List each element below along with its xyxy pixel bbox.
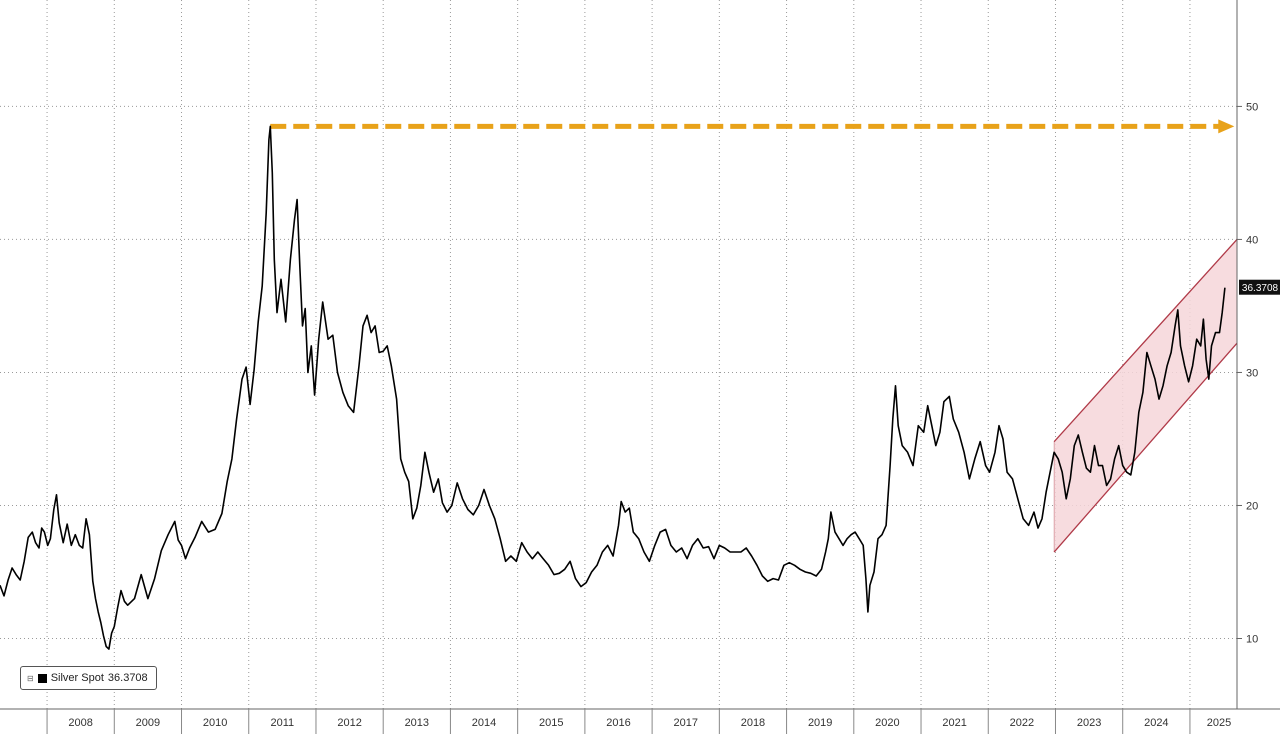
x-tick-label: 2018 bbox=[741, 717, 765, 729]
x-tick-label: 2009 bbox=[136, 717, 160, 729]
x-tick-label: 2015 bbox=[539, 717, 563, 729]
legend-collapse-icon[interactable]: ⊟ bbox=[27, 673, 34, 683]
x-tick-label: 2019 bbox=[808, 717, 832, 729]
x-tick-label: 2014 bbox=[472, 717, 496, 729]
legend-series-value: 36.3708 bbox=[107, 672, 148, 684]
y-tick-label: 20 bbox=[1246, 500, 1258, 512]
y-tick-label: 40 bbox=[1246, 234, 1258, 246]
silver-spot-line bbox=[0, 125, 1226, 650]
y-tick-label: 30 bbox=[1246, 367, 1258, 379]
x-tick-label: 2023 bbox=[1077, 717, 1101, 729]
last-value-box bbox=[1239, 279, 1280, 295]
x-tick-label: 2017 bbox=[673, 717, 697, 729]
channel-upper-line bbox=[1053, 239, 1238, 443]
y-tick-label: 10 bbox=[1246, 633, 1258, 645]
x-tick-label: 2011 bbox=[271, 717, 295, 729]
legend-series-name: Silver Spot bbox=[50, 672, 104, 684]
y-tick-label: 50 bbox=[1246, 101, 1258, 113]
chart-legend: ⊟ Silver Spot 36.3708 bbox=[20, 666, 157, 690]
legend-swatch-silver bbox=[37, 673, 47, 683]
x-tick-label: 2013 bbox=[405, 717, 429, 729]
x-tick-label: 2012 bbox=[337, 717, 361, 729]
reference-arrowhead bbox=[1218, 119, 1235, 134]
x-tick-label: 2024 bbox=[1144, 717, 1168, 729]
channel-lower-line bbox=[1053, 342, 1238, 553]
channel-fill bbox=[1054, 239, 1237, 553]
x-tick-label: 2016 bbox=[606, 717, 630, 729]
x-tick-label: 2025 bbox=[1207, 717, 1231, 729]
x-tick-label: 2020 bbox=[875, 717, 899, 729]
x-tick-label: 2010 bbox=[203, 717, 227, 729]
x-tick-label: 2022 bbox=[1010, 717, 1034, 729]
last-value-label: 36.3708 bbox=[1242, 283, 1279, 294]
x-tick-label: 2008 bbox=[68, 717, 92, 729]
x-tick-label: 2021 bbox=[942, 717, 966, 729]
